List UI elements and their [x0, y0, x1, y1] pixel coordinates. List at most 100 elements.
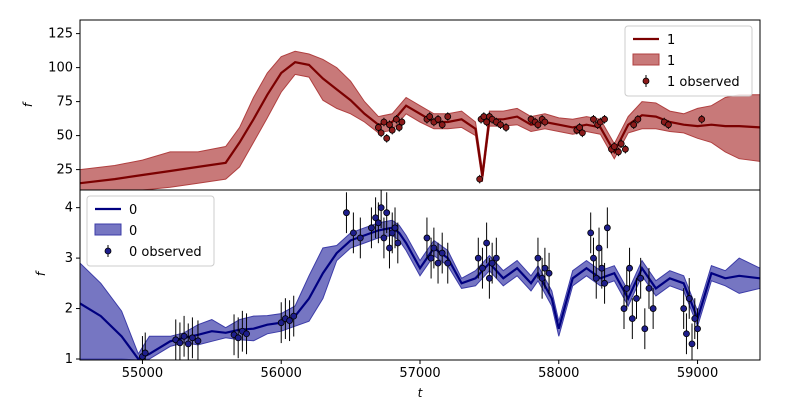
observed-point	[633, 295, 640, 302]
observed-point	[189, 334, 196, 342]
y-tick-label: 100	[48, 61, 73, 76]
observed-point	[649, 305, 657, 312]
x-tick-label: 59000	[677, 366, 718, 381]
observed-point	[184, 340, 192, 348]
y-tick-label: 50	[56, 129, 73, 144]
observed-point	[374, 124, 382, 131]
observed-point	[243, 330, 250, 338]
observed-point	[617, 140, 625, 148]
uncertainty-band	[80, 219, 760, 360]
observed-point	[590, 115, 597, 123]
legend: 1 1 1 observed	[624, 25, 753, 97]
legend: 0 0 0 observed	[86, 195, 215, 267]
observed-point	[290, 312, 298, 320]
observed-point	[698, 115, 706, 123]
observed-point	[434, 115, 442, 123]
observed-point	[485, 274, 493, 282]
observed-point	[194, 337, 202, 345]
observed-point	[492, 254, 500, 262]
observed-point	[601, 115, 608, 123]
observed-point	[398, 118, 406, 126]
legend-entry-label: 1 observed	[667, 75, 740, 90]
observed-point	[476, 175, 484, 183]
uncertainty-band	[80, 50, 760, 190]
y-tick-label: 2	[65, 302, 73, 317]
observed-point	[395, 124, 403, 131]
observed-point	[630, 121, 638, 129]
observed-point	[480, 113, 488, 120]
observed-point	[377, 129, 385, 137]
observed-point	[474, 254, 482, 262]
observed-point	[380, 234, 388, 242]
observed-point	[578, 129, 586, 137]
top-y-axis-label: f	[21, 101, 35, 107]
observed-point	[637, 274, 645, 282]
observed-point	[538, 274, 546, 282]
observed-point	[534, 254, 542, 262]
observed-point	[545, 269, 553, 277]
observed-point	[368, 224, 375, 232]
legend-entry-label: 1	[667, 54, 675, 69]
observed-point	[426, 113, 434, 120]
observed-point	[388, 126, 396, 134]
observed-point	[391, 224, 399, 232]
observed-point	[541, 264, 549, 272]
observed-point	[438, 121, 446, 129]
observed-point	[502, 124, 510, 131]
y-tick-label: 1	[65, 352, 73, 367]
y-tick-label: 125	[48, 27, 73, 42]
x-tick-label: 58000	[538, 366, 579, 381]
observed-point	[176, 339, 184, 347]
x-axis-label: t	[418, 386, 424, 400]
observed-point	[610, 143, 618, 150]
observed-point	[691, 315, 699, 323]
observed-point	[621, 145, 629, 153]
observed-point	[592, 274, 600, 282]
legend-band-swatch	[94, 223, 122, 236]
bottom-panel: 1 2 3 4 55000 56000 57000 58000 59000 0 0 0 observe…	[65, 189, 761, 381]
observed-point	[603, 224, 611, 232]
observed-point	[393, 115, 400, 123]
observed-point	[694, 325, 701, 333]
observed-point	[277, 319, 285, 327]
observed-point	[286, 317, 293, 325]
observed-point	[377, 204, 385, 212]
observed-point	[641, 325, 649, 333]
observed-point	[427, 254, 435, 262]
observed-point	[626, 264, 633, 272]
bottom-y-axis-label: f	[34, 270, 48, 276]
legend-entry-label: 1	[667, 33, 675, 48]
observed-point	[383, 134, 391, 142]
observed-point	[541, 118, 549, 126]
observed-point	[587, 229, 595, 237]
observed-point	[576, 124, 583, 131]
observed-point	[386, 244, 393, 252]
observed-point	[483, 118, 491, 126]
observed-point	[601, 279, 608, 287]
observed-point	[234, 334, 242, 342]
legend-box	[86, 195, 215, 267]
observed-point	[438, 249, 446, 257]
observed-point	[386, 121, 393, 129]
observed-point	[634, 115, 642, 123]
observed-point	[488, 259, 496, 267]
legend-entry-label: 0 observed	[129, 245, 202, 260]
observed-point	[483, 239, 491, 247]
observed-point	[356, 234, 364, 242]
plot-area	[80, 50, 760, 190]
observed-point	[394, 239, 402, 247]
observed-point	[665, 121, 672, 129]
legend-point-swatch	[642, 77, 650, 85]
observed-point	[141, 349, 149, 357]
observed-point	[430, 244, 438, 252]
x-tick-label: 56000	[261, 366, 302, 381]
observed-point	[615, 148, 622, 156]
y-tick-label: 75	[56, 95, 73, 110]
observed-point	[383, 209, 391, 217]
observed-point	[434, 259, 442, 267]
y-tick-label: 25	[56, 163, 73, 178]
top-panel: 25 50 75 100 125 1 1 1 observed	[48, 19, 761, 191]
observed-point	[645, 284, 653, 292]
y-tick-label: 4	[65, 201, 73, 216]
